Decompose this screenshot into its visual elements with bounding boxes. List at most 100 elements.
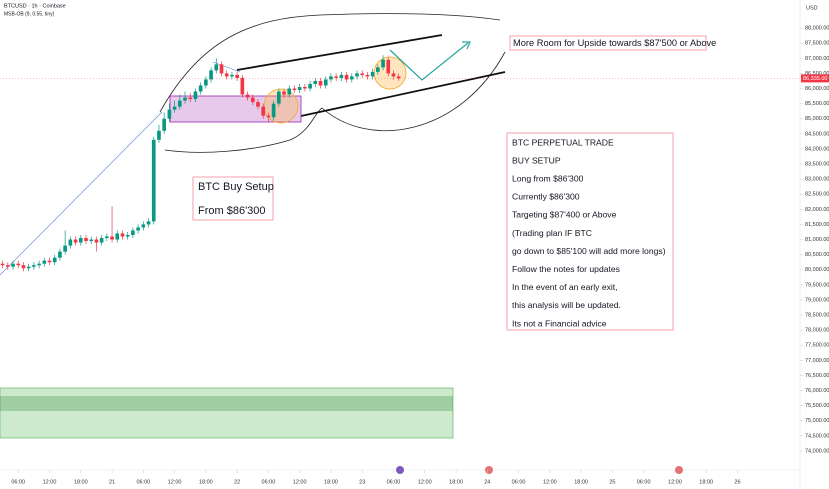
y-tick-label: 75,000.00 <box>805 418 829 424</box>
y-tick-label: 87,000.00 <box>805 56 829 62</box>
candle-body <box>396 76 401 79</box>
y-tick-label: 82,500.00 <box>805 192 829 198</box>
drawings <box>0 0 801 489</box>
candle-body <box>110 236 114 240</box>
y-tick-label: 85,500.00 <box>805 101 829 107</box>
y-tick-label: 79,500.00 <box>805 282 829 288</box>
x-tick-label: 06:00 <box>262 479 276 485</box>
candle-body <box>219 64 224 74</box>
indicator: MSB-OB (9, 0.55, tiny) <box>4 11 55 17</box>
upside-label: More Room for Upside towards $87'500 or … <box>513 38 716 48</box>
x-tick-label: 06:00 <box>512 479 526 485</box>
x-tick-label: 18:00 <box>449 479 463 485</box>
candle-body <box>323 79 328 86</box>
x-tick-label: 12:00 <box>543 479 557 485</box>
note-line: Currently $86'300 <box>512 192 580 202</box>
candle-body <box>318 80 323 86</box>
candle-body <box>157 130 161 140</box>
candle-body <box>391 73 396 77</box>
candle-body <box>214 64 219 71</box>
candle-body <box>256 102 260 107</box>
x-tick-label: 12:00 <box>293 479 307 485</box>
x-tick-label: 21 <box>109 479 115 485</box>
candle-body <box>78 238 83 243</box>
candle-body <box>261 106 266 116</box>
x-tick-label: 12:00 <box>168 479 182 485</box>
candle-body <box>0 263 5 266</box>
event-icon <box>675 466 683 474</box>
candle-body <box>277 91 281 104</box>
candle-body <box>224 73 229 77</box>
symbol: BTCUSD · 1h · Coinbase <box>4 3 66 9</box>
candle-body <box>16 263 21 266</box>
candle-body <box>308 83 312 89</box>
note-line: go down to $85'100 will add more longs) <box>512 246 666 256</box>
candle-body <box>386 59 391 74</box>
last-price-tag <box>801 74 829 83</box>
candle-body <box>141 224 146 228</box>
note-line: (Trading plan IF BTC <box>512 228 592 238</box>
candle-body <box>58 251 62 258</box>
candle-body <box>339 74 344 78</box>
note-line: In the event of an early exit, <box>512 282 618 292</box>
candle-body <box>370 71 375 77</box>
x-tick-label: 18:00 <box>574 479 588 485</box>
candle-body <box>193 91 198 100</box>
currency: USD <box>806 5 818 11</box>
y-tick-label: 77,500.00 <box>805 343 829 349</box>
y-tick-label: 78,000.00 <box>805 328 829 334</box>
note-line: Long from $86'300 <box>512 173 584 183</box>
highlight <box>263 88 299 124</box>
candle-body <box>188 97 193 100</box>
y-tick-label: 81,500.00 <box>805 222 829 228</box>
candle-body <box>360 73 365 75</box>
candle-body <box>266 115 271 118</box>
candle-body <box>131 230 135 235</box>
upside-box <box>509 35 707 51</box>
y-tick-label: 84,500.00 <box>805 131 829 137</box>
candle-body <box>209 70 213 80</box>
candle-body <box>26 266 31 269</box>
candle-body <box>151 139 156 222</box>
x-tick-label: 06:00 <box>637 479 651 485</box>
candle-body <box>115 233 120 240</box>
y-tick-label: 82,000.00 <box>805 207 829 213</box>
notes-box <box>506 132 674 331</box>
y-tick-label: 86,500.00 <box>805 71 829 77</box>
zone-core <box>0 396 453 411</box>
candle-body <box>313 80 318 84</box>
trend-line <box>0 111 163 276</box>
arc-upper <box>159 13 501 113</box>
x-tick-label: 18:00 <box>199 479 213 485</box>
candle-body <box>21 265 26 269</box>
x-tick-label: 12:00 <box>668 479 682 485</box>
x-tick-label: 18:00 <box>74 479 88 485</box>
candle-body <box>376 67 380 72</box>
candle-body <box>42 260 47 264</box>
x-tick-label: 18:00 <box>324 479 338 485</box>
note-line: Follow the notes for updates <box>512 264 620 274</box>
candle-body <box>365 74 370 77</box>
candle-body <box>84 238 88 242</box>
event-icon <box>485 466 493 474</box>
candle-body <box>297 86 302 91</box>
x-tick-label: 25 <box>609 479 615 485</box>
x-tick-label: 18:00 <box>699 479 713 485</box>
candle-body <box>136 227 140 231</box>
y-tick-label: 88,000.00 <box>805 26 829 32</box>
y-tick-label: 80,500.00 <box>805 252 829 258</box>
projection <box>389 42 469 81</box>
y-tick-label: 78,500.00 <box>805 312 829 318</box>
y-tick-label: 85,000.00 <box>805 116 829 122</box>
candle-body <box>344 74 349 80</box>
candle-body <box>303 86 307 89</box>
candle-body <box>89 239 94 242</box>
y-tick-label: 84,000.00 <box>805 146 829 152</box>
candle-body <box>230 74 234 77</box>
demand-zone <box>0 387 454 439</box>
y-tick-label: 74,000.00 <box>805 448 829 454</box>
candle-body <box>167 109 172 119</box>
candle-body <box>120 233 125 237</box>
setup-label: BTC Buy Setup <box>198 181 274 193</box>
